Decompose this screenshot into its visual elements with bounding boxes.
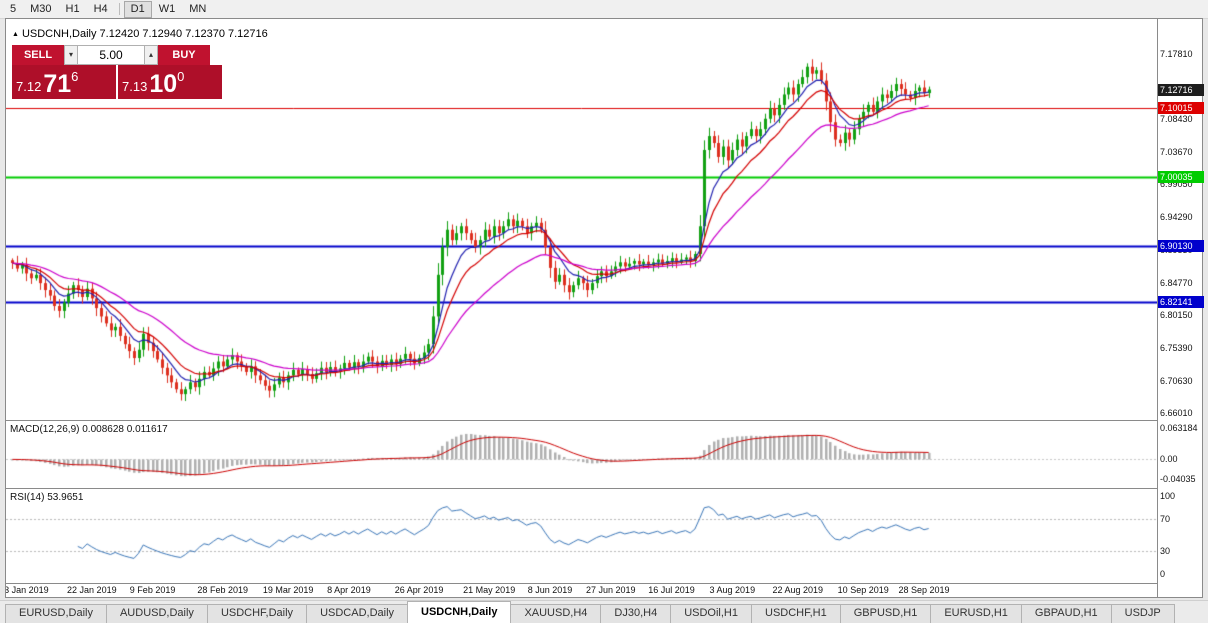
timeframe-button-W1[interactable]: W1 [158, 2, 176, 15]
timeframe-button-MN[interactable]: MN [189, 2, 207, 15]
date-tick-label: 21 May 2019 [463, 585, 516, 595]
timeframe-button-D1[interactable]: D1 [123, 0, 152, 18]
chart-tab-USDCHF-Daily[interactable]: USDCHF,Daily [206, 604, 308, 623]
current-price-badge: 7.12716 [1158, 83, 1204, 96]
date-tick-label: 8 Jun 2019 [527, 585, 573, 595]
date-tick-label: 19 Mar 2019 [262, 585, 314, 595]
sell-price-base: 7.12 [16, 79, 42, 94]
sell-button[interactable]: SELL [12, 45, 64, 65]
buy-price-sup: 0 [177, 69, 185, 84]
chart-ohlc-text: USDCNH,Daily 7.12420 7.12940 7.12370 7.1… [21, 28, 268, 40]
date-tick-label: 9 Feb 2019 [129, 585, 176, 595]
sell-price-sup: 6 [71, 69, 79, 84]
macd-indicator-canvas[interactable] [6, 421, 1157, 488]
rsi-axis-label: 100 [1160, 491, 1176, 501]
date-tick-label: 8 Apr 2019 [327, 585, 371, 595]
time-axis[interactable]: 3 Jan 2019 22 Jan 2019 9 Feb 2019 28 Feb 20… [6, 584, 1157, 597]
date-tick-label: 3 Jan 2019 [6, 585, 49, 595]
date-tick-label: 27 Jun 2019 [585, 585, 636, 595]
date-tick-label: 28 Feb 2019 [197, 585, 248, 595]
symbol-marker-icon: ▲ [12, 31, 19, 38]
timeframe-button-5[interactable]: 5 [10, 2, 17, 15]
date-tick-label: 16 Jul 2019 [648, 585, 695, 595]
chart-tab-bar: EURUSD,Daily AUDUSD,Daily USDCHF,Daily USDC… [0, 600, 1208, 623]
toolbar-divider [118, 3, 120, 15]
rsi-indicator-label: RSI(14) 53.9651 [10, 492, 84, 503]
price-tick-label: 6.99050 [1160, 179, 1193, 190]
chevron-down-icon: ▾ [68, 50, 73, 59]
sell-price-display[interactable]: 7.12 71 6 [12, 65, 116, 99]
chart-tab-XAUUSD-H4[interactable]: XAUUSD,H4 [510, 604, 602, 623]
chart-tab-USDCAD-Daily[interactable]: USDCAD,Daily [306, 604, 409, 623]
date-tick-label: 22 Jan 2019 [67, 585, 117, 595]
pane-splitter[interactable] [6, 583, 1202, 584]
timeframe-button-H4[interactable]: H4 [93, 2, 108, 15]
macd-axis-label: 0.063184 [1160, 423, 1198, 434]
level-price-badge: 6.82141 [1158, 295, 1204, 308]
level-price-badge: 6.90130 [1158, 240, 1204, 253]
buy-price-big: 10 [149, 70, 178, 98]
price-tick-label: 6.66010 [1160, 408, 1193, 419]
price-tick-label: 6.75390 [1160, 343, 1193, 354]
price-axis[interactable]: 7.178107.084307.036706.990506.942906.895… [1157, 19, 1204, 597]
chart-tab-USDCHF-H1[interactable]: USDCHF,H1 [751, 604, 841, 623]
macd-axis-label: -0.04035 [1160, 474, 1196, 485]
rsi-axis-label: 0 [1160, 569, 1166, 579]
rsi-axis-label: 70 [1160, 514, 1171, 525]
chart-tab-AUDUSD-Daily[interactable]: AUDUSD,Daily [105, 604, 208, 623]
level-price-badge: 7.10015 [1158, 102, 1204, 115]
chart-tab-GBPAUD-H1[interactable]: GBPAUD,H1 [1020, 604, 1112, 623]
macd-indicator-label: MACD(12,26,9) 0.008628 0.011617 [10, 424, 168, 435]
chart-ohlc-title: ▲ USDCNH,Daily 7.12420 7.12940 7.12370 7.… [12, 28, 268, 40]
price-tick-label: 6.84770 [1160, 278, 1193, 289]
price-tick-label: 6.80150 [1160, 310, 1193, 321]
chart-tab-EURUSD-H1[interactable]: EURUSD,H1 [930, 604, 1022, 623]
rsi-axis-label: 30 [1160, 545, 1171, 556]
chart-window: ▲ USDCNH,Daily 7.12420 7.12940 7.12370 7.… [5, 18, 1204, 598]
one-click-trade-panel: SELL ▾ ▴ BUY 7.12 71 6 7.13 10 0 [12, 45, 222, 99]
date-tick-label: 28 Sep 2019 [898, 585, 950, 595]
date-tick-label: 26 Apr 2019 [394, 585, 444, 595]
chart-tab-EURUSD-Daily[interactable]: EURUSD,Daily [5, 604, 107, 623]
pane-splitter[interactable] [6, 420, 1202, 421]
macd-axis-label: 0.00 [1160, 454, 1178, 465]
price-tick-label: 6.94290 [1160, 212, 1193, 223]
timeframe-button-H1[interactable]: H1 [65, 2, 80, 15]
volume-input[interactable] [78, 45, 144, 65]
price-tick-label: 7.08430 [1160, 114, 1193, 125]
chart-tab-USDJP[interactable]: USDJP [1110, 604, 1175, 623]
buy-price-base: 7.13 [122, 79, 148, 94]
price-tick-label: 7.03670 [1160, 147, 1193, 158]
rsi-indicator-canvas[interactable] [6, 489, 1157, 583]
price-tick-label: 7.17810 [1160, 49, 1193, 60]
volume-decrease-button[interactable]: ▾ [64, 45, 78, 65]
level-price-badge: 7.00035 [1158, 171, 1204, 184]
volume-increase-button[interactable]: ▴ [144, 45, 158, 65]
date-tick-label: 3 Aug 2019 [709, 585, 756, 595]
date-tick-label: 10 Sep 2019 [837, 585, 889, 595]
pane-splitter[interactable] [6, 488, 1202, 489]
chart-tab-GBPUSD-H1[interactable]: GBPUSD,H1 [839, 604, 932, 623]
buy-price-display[interactable]: 7.13 10 0 [118, 65, 222, 99]
date-tick-label: 22 Aug 2019 [772, 585, 824, 595]
sell-price-big: 71 [43, 70, 72, 98]
timeframe-button-M30[interactable]: M30 [30, 2, 52, 15]
price-tick-label: 6.70630 [1160, 376, 1193, 387]
chart-tab-USDCNH-Daily[interactable]: USDCNH,Daily [407, 601, 512, 623]
chevron-up-icon: ▴ [148, 50, 153, 59]
buy-button[interactable]: BUY [158, 45, 210, 65]
chart-tab-DJ30-H4[interactable]: DJ30,H4 [600, 604, 672, 623]
chart-tab-USDOil-H1[interactable]: USDOil,H1 [670, 604, 752, 623]
timeframe-toolbar: 5 M30 H1 H4 D1 W1 MN [0, 0, 1208, 19]
